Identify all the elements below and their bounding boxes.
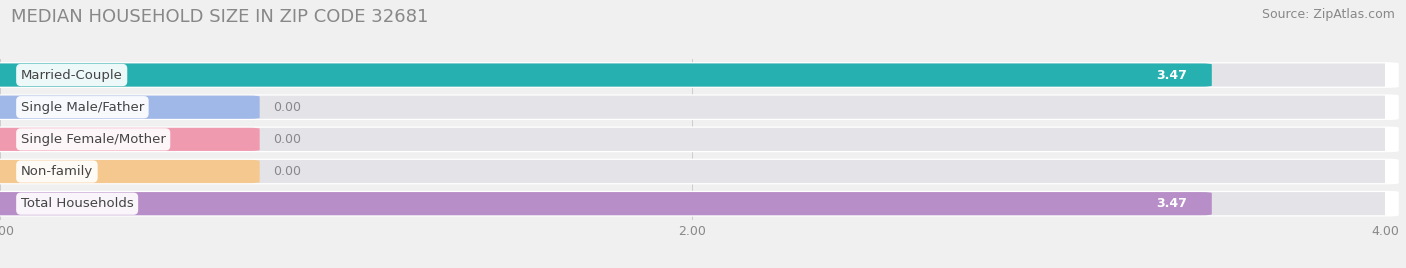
FancyBboxPatch shape	[0, 191, 1399, 217]
Text: 0.00: 0.00	[274, 101, 301, 114]
Text: 0.00: 0.00	[274, 165, 301, 178]
FancyBboxPatch shape	[0, 126, 1399, 152]
Text: Married-Couple: Married-Couple	[21, 69, 122, 81]
FancyBboxPatch shape	[0, 96, 260, 119]
Text: Single Female/Mother: Single Female/Mother	[21, 133, 166, 146]
FancyBboxPatch shape	[0, 62, 1399, 88]
Text: Single Male/Father: Single Male/Father	[21, 101, 143, 114]
Text: Non-family: Non-family	[21, 165, 93, 178]
FancyBboxPatch shape	[0, 192, 1212, 215]
FancyBboxPatch shape	[0, 128, 1395, 151]
Text: 3.47: 3.47	[1157, 69, 1188, 81]
FancyBboxPatch shape	[0, 159, 1399, 184]
FancyBboxPatch shape	[0, 94, 1399, 120]
FancyBboxPatch shape	[0, 192, 1395, 215]
FancyBboxPatch shape	[0, 64, 1212, 87]
Text: Source: ZipAtlas.com: Source: ZipAtlas.com	[1261, 8, 1395, 21]
Text: 3.47: 3.47	[1157, 197, 1188, 210]
Text: Total Households: Total Households	[21, 197, 134, 210]
FancyBboxPatch shape	[0, 64, 1395, 87]
FancyBboxPatch shape	[0, 160, 1395, 183]
FancyBboxPatch shape	[0, 128, 260, 151]
Text: 0.00: 0.00	[274, 133, 301, 146]
FancyBboxPatch shape	[0, 160, 260, 183]
FancyBboxPatch shape	[0, 96, 1395, 119]
Text: MEDIAN HOUSEHOLD SIZE IN ZIP CODE 32681: MEDIAN HOUSEHOLD SIZE IN ZIP CODE 32681	[11, 8, 429, 26]
